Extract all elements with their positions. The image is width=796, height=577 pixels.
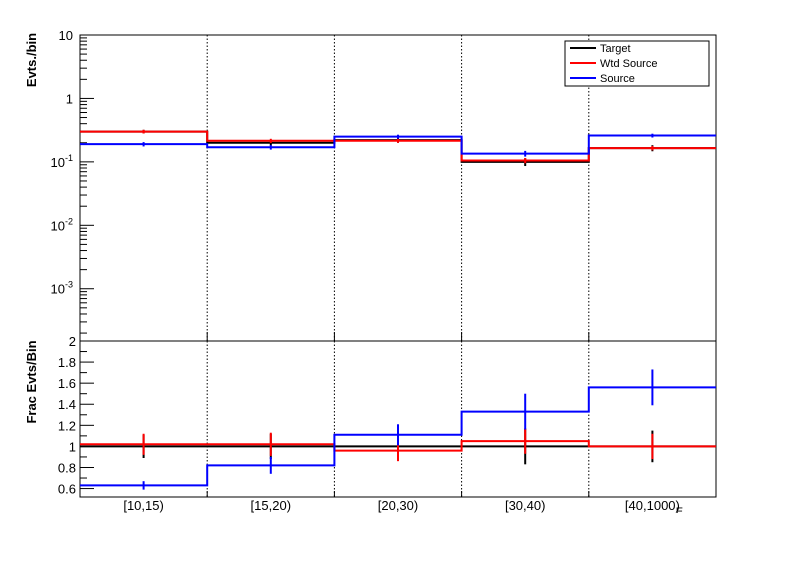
legend-label: Target [600, 43, 631, 55]
y-tick-label-base: 10 [51, 218, 65, 233]
y-tick-label: 1 [66, 91, 73, 106]
y-tick-label: 1 [69, 439, 76, 454]
y-tick-label: 10-1 [51, 153, 73, 170]
y-tick-label: 1.8 [58, 355, 76, 370]
x-category-label: [15,20) [251, 498, 291, 513]
y-tick-label: 10-2 [51, 216, 73, 233]
y-tick-label: 1.4 [58, 397, 76, 412]
x-category-label: [30,40) [505, 498, 545, 513]
y-tick-label: 10-3 [51, 280, 73, 297]
ratio-plot-frame [79, 340, 717, 498]
y-tick-label-exponent: -2 [65, 216, 73, 226]
x-category-label: [10,15) [123, 498, 163, 513]
y-tick-label: 10 [59, 28, 73, 43]
top-y-axis-label: Evts./bin [24, 33, 39, 87]
x-axis-label-clip-mask [660, 513, 720, 523]
ratio-panel: 0.6 0.8 1 1.2 1.4 1.6 1.8 2 Frac Evts/Bin [10,15)… [24, 334, 720, 523]
x-category-label: [40,1000) [625, 498, 680, 513]
legend-label: Wtd Source [600, 58, 657, 70]
y-tick-label: 0.6 [58, 482, 76, 497]
ratio-series-1-line [80, 440, 716, 452]
y-tick-label-base: 10 [51, 282, 65, 297]
y-tick-label: 1.6 [58, 376, 76, 391]
y-tick-label-base: 10 [59, 28, 73, 43]
y-tick-label-exponent: -3 [65, 280, 73, 290]
legend-label: Source [600, 73, 635, 85]
legend: Target Wtd Source Source [564, 40, 710, 87]
y-tick-label: 0.8 [58, 460, 76, 475]
y-tick-label-exponent: -1 [65, 153, 73, 163]
y-tick-label: 1.2 [58, 418, 76, 433]
y-tick-label-base: 1 [66, 91, 73, 106]
x-category-label: [20,30) [378, 498, 418, 513]
y-tick-label: 2 [69, 334, 76, 349]
y-tick-label-base: 10 [51, 155, 65, 170]
x-axis-label-base: E [676, 506, 683, 518]
ratio-y-axis-label: Frac Evts/Bin [24, 340, 39, 423]
